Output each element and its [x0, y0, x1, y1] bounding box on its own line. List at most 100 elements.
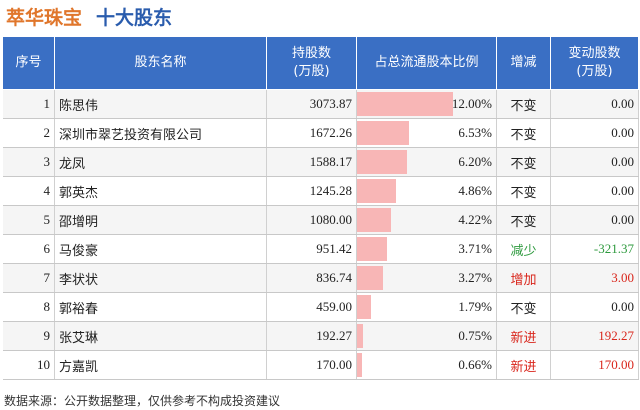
change-shares: 0.00 — [550, 176, 639, 206]
change-status: 新进 — [496, 350, 551, 380]
shareholder-name: 郭裕春 — [54, 292, 267, 322]
table-row: 1 陈思伟 3073.87 12.00% 不变 0.00 — [2, 89, 639, 119]
shares-held: 1588.17 — [266, 147, 357, 177]
ratio-value: 0.75% — [458, 328, 492, 343]
table-row: 5 邵增明 1080.00 4.22% 不变 0.00 — [2, 205, 639, 235]
ratio-value: 4.22% — [458, 212, 492, 227]
shares-held: 192.27 — [266, 321, 357, 351]
row-index: 3 — [2, 147, 55, 177]
ratio-value: 0.66% — [458, 357, 492, 372]
ratio-cell: 0.66% — [356, 350, 497, 380]
ratio-cell: 1.79% — [356, 292, 497, 322]
ratio-cell: 0.75% — [356, 321, 497, 351]
ratio-value: 1.79% — [458, 299, 492, 314]
shares-held: 1245.28 — [266, 176, 357, 206]
change-status: 不变 — [496, 176, 551, 206]
data-source-note: 数据来源：公开数据整理，仅供参考不构成投资建议 — [4, 394, 281, 408]
ratio-bar — [357, 92, 453, 116]
table-row: 9 张艾琳 192.27 0.75% 新进 192.27 — [2, 321, 639, 351]
table-row: 2 深圳市翠艺投资有限公司 1672.26 6.53% 不变 0.00 — [2, 118, 639, 148]
table-header-row: 序号 股东名称 持股数 (万股) 占总流通股本比例 增减 变动股数 (万股) — [2, 36, 639, 90]
table-row: 10 方嘉凯 170.00 0.66% 新进 170.00 — [2, 350, 639, 380]
change-shares: 3.00 — [550, 263, 639, 293]
shareholder-name: 李状状 — [54, 263, 267, 293]
ratio-value: 12.00% — [451, 96, 492, 111]
change-status: 增加 — [496, 263, 551, 293]
table-row: 7 李状状 836.74 3.27% 增加 3.00 — [2, 263, 639, 293]
change-status: 不变 — [496, 118, 551, 148]
change-shares: 0.00 — [550, 147, 639, 177]
ratio-cell: 4.22% — [356, 205, 497, 235]
ratio-value: 4.86% — [458, 183, 492, 198]
ratio-cell: 6.53% — [356, 118, 497, 148]
column-header-ratio: 占总流通股本比例 — [356, 36, 497, 90]
change-status: 不变 — [496, 292, 551, 322]
row-index: 6 — [2, 234, 55, 264]
shareholder-name: 深圳市翠艺投资有限公司 — [54, 118, 267, 148]
ratio-value: 3.27% — [458, 270, 492, 285]
change-shares: 0.00 — [550, 89, 639, 119]
ratio-bar — [357, 208, 391, 232]
change-status: 不变 — [496, 89, 551, 119]
ratio-bar — [357, 121, 410, 145]
row-index: 1 — [2, 89, 55, 119]
row-index: 8 — [2, 292, 55, 322]
table-body: 1 陈思伟 3073.87 12.00% 不变 0.00 2 深圳市翠艺投资有限公司 1672.… — [2, 89, 639, 380]
ratio-value: 6.20% — [458, 154, 492, 169]
ratio-cell: 3.27% — [356, 263, 497, 293]
change-shares: 0.00 — [550, 205, 639, 235]
ratio-bar — [357, 237, 387, 261]
ratio-bar — [357, 266, 384, 290]
column-header-change: 增减 — [496, 36, 551, 90]
change-shares: -321.37 — [550, 234, 639, 264]
change-status: 新进 — [496, 321, 551, 351]
change-shares: 0.00 — [550, 292, 639, 322]
shares-held: 1672.26 — [266, 118, 357, 148]
row-index: 2 — [2, 118, 55, 148]
change-status: 减少 — [496, 234, 551, 264]
column-header-shares: 持股数 (万股) — [266, 36, 357, 90]
table-row: 6 马俊豪 951.42 3.71% 减少 -321.37 — [2, 234, 639, 264]
ratio-value: 3.71% — [458, 241, 492, 256]
page-title: 十大股东 — [96, 7, 173, 29]
ratio-cell: 3.71% — [356, 234, 497, 264]
ratio-cell: 6.20% — [356, 147, 497, 177]
ratio-bar — [357, 295, 372, 319]
change-shares: 192.27 — [550, 321, 639, 351]
shareholder-name: 方嘉凯 — [54, 350, 267, 380]
row-index: 7 — [2, 263, 55, 293]
column-header-name: 股东名称 — [54, 36, 267, 90]
row-index: 4 — [2, 176, 55, 206]
shares-held: 459.00 — [266, 292, 357, 322]
company-name: 萃华珠宝 — [6, 7, 83, 29]
change-status: 不变 — [496, 147, 551, 177]
ratio-bar — [357, 179, 396, 203]
header: 萃华珠宝 十大股东 — [0, 0, 640, 34]
row-index: 10 — [2, 350, 55, 380]
shareholder-name: 陈思伟 — [54, 89, 267, 119]
change-status: 不变 — [496, 205, 551, 235]
ratio-cell: 4.86% — [356, 176, 497, 206]
column-header-delta: 变动股数 (万股) — [550, 36, 639, 90]
shares-held: 1080.00 — [266, 205, 357, 235]
table-row: 8 郭裕春 459.00 1.79% 不变 0.00 — [2, 292, 639, 322]
shares-held: 836.74 — [266, 263, 357, 293]
row-index: 9 — [2, 321, 55, 351]
column-header-index: 序号 — [2, 36, 55, 90]
shareholder-name: 邵增明 — [54, 205, 267, 235]
shares-held: 951.42 — [266, 234, 357, 264]
ratio-bar — [357, 324, 363, 348]
ratio-value: 6.53% — [458, 125, 492, 140]
shareholder-name: 马俊豪 — [54, 234, 267, 264]
ratio-bar — [357, 353, 363, 377]
table-row: 4 郭英杰 1245.28 4.86% 不变 0.00 — [2, 176, 639, 206]
shares-held: 3073.87 — [266, 89, 357, 119]
shares-held: 170.00 — [266, 350, 357, 380]
table-row: 3 龙凤 1588.17 6.20% 不变 0.00 — [2, 147, 639, 177]
ratio-cell: 12.00% — [356, 89, 497, 119]
ratio-bar — [357, 150, 407, 174]
shareholder-name: 龙凤 — [54, 147, 267, 177]
shareholders-table: 序号 股东名称 持股数 (万股) 占总流通股本比例 增减 变动股数 (万股) 1… — [2, 36, 639, 380]
change-shares: 170.00 — [550, 350, 639, 380]
change-shares: 0.00 — [550, 118, 639, 148]
